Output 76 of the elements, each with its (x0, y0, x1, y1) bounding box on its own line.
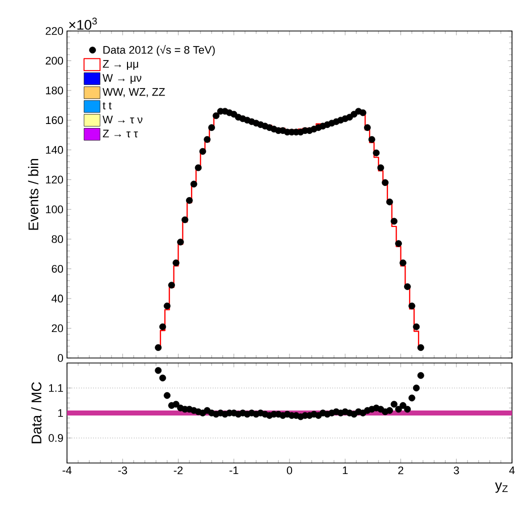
x-tick-label: 2 (398, 466, 404, 474)
point (190, 180, 198, 188)
point (154, 344, 162, 351)
y-tick-label: 40 (52, 294, 64, 302)
point (208, 124, 216, 131)
point (390, 218, 398, 225)
point (368, 136, 376, 143)
text: ×10$^{3}$ (69, 18, 97, 30)
legend-label: WW, WZ, ZZ (102, 88, 165, 98)
y-tick-label: 100 (46, 205, 64, 214)
y-tick-label: 160 (46, 116, 64, 124)
point (177, 238, 184, 246)
legend-label: t t (102, 102, 112, 110)
point (395, 240, 402, 247)
x-tick-label: -2 (174, 466, 183, 474)
y-tick-label: 0.9 (48, 434, 63, 442)
legend-label: Z → τ τ (102, 130, 138, 138)
y-tick-label: 220 (46, 27, 64, 35)
point (377, 164, 384, 172)
point (386, 198, 394, 206)
legend-label: Z → μμ (102, 60, 138, 70)
x-axis-title: y$_{Z}$ (495, 482, 508, 493)
point (168, 282, 175, 289)
point (364, 124, 371, 131)
point (204, 136, 211, 143)
x-tick-label: -4 (62, 466, 72, 474)
point (360, 109, 366, 116)
x-tick-label: -1 (229, 466, 238, 474)
y-tick-label: 120 (46, 176, 64, 184)
point (172, 400, 180, 408)
point (400, 259, 406, 266)
y-tick-label: 200 (46, 56, 64, 65)
y-tick-label: 20 (52, 324, 64, 332)
point (182, 216, 188, 224)
point (412, 323, 420, 330)
y-axis-title: Events / bin (28, 158, 38, 230)
point (404, 283, 411, 290)
point (159, 323, 166, 330)
point (230, 110, 238, 118)
y-tick-label: 80 (52, 235, 64, 243)
point (372, 149, 380, 156)
y-tick-label: 180 (46, 86, 64, 94)
y-tick-label: 0 (58, 354, 64, 362)
point (390, 400, 398, 408)
point (172, 259, 180, 266)
y-axis-title: Data / MC (31, 382, 42, 444)
x-tick-label: -3 (118, 466, 128, 474)
point (186, 197, 193, 204)
legend-label: W → τ ν (102, 116, 142, 124)
point (408, 302, 416, 310)
legend-label: W → μν (102, 74, 142, 84)
x-tick-label: 0 (286, 466, 292, 474)
point (199, 148, 206, 155)
legend-label: Data 2012 (√s = 8 TeV) (103, 44, 215, 56)
point (382, 179, 389, 186)
x-tick-label: 4 (509, 466, 515, 474)
point (194, 164, 202, 172)
x-tick-label: 3 (454, 466, 459, 474)
y-tick-label: 60 (52, 264, 64, 273)
point (159, 374, 166, 382)
point (386, 407, 394, 414)
y-tick-label: 1.1 (49, 384, 63, 392)
point (412, 384, 420, 392)
point (400, 402, 406, 409)
point (154, 367, 162, 374)
point (212, 112, 220, 120)
point (164, 302, 171, 310)
point (417, 372, 424, 379)
point (164, 392, 171, 399)
y-tick-label: 140 (46, 146, 64, 154)
point (408, 394, 416, 402)
point (417, 344, 424, 351)
y-tick-label: 1 (58, 409, 63, 417)
point (395, 406, 402, 413)
x-tick-label: 1 (342, 466, 348, 474)
point (404, 406, 411, 413)
